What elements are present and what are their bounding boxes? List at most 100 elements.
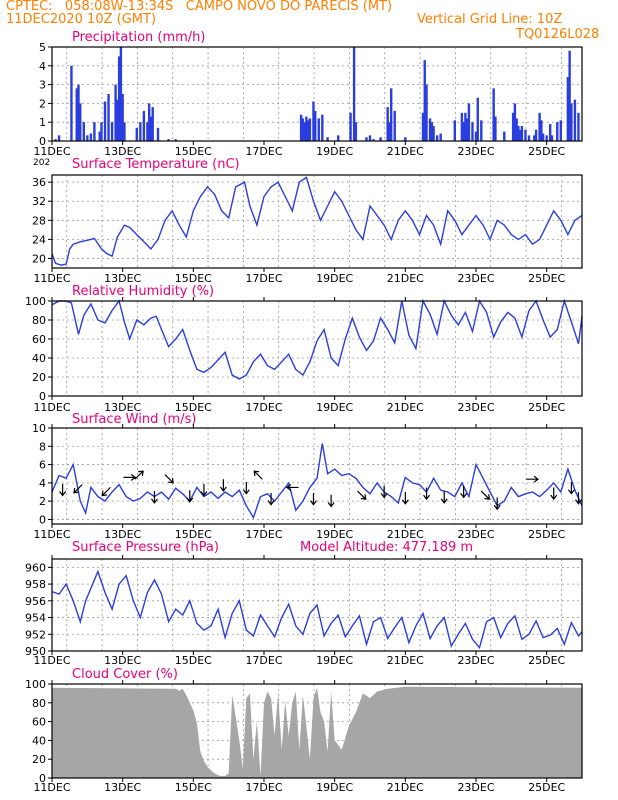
x-tick-label: 15DEC — [175, 272, 212, 285]
precip-bar — [550, 135, 554, 141]
precip-bar — [541, 133, 545, 141]
precip-bar — [100, 122, 103, 141]
precip-bar — [460, 112, 464, 141]
x-tick-label: 17DEC — [245, 401, 282, 414]
y-tick-label: 4 — [39, 60, 46, 73]
precip-bar — [549, 124, 552, 141]
precip-bar — [494, 116, 497, 141]
precip-bar — [527, 135, 531, 141]
series-line — [51, 443, 583, 520]
wind-arrow — [219, 479, 227, 492]
precip-bar — [107, 94, 110, 141]
precip-bar — [103, 101, 107, 141]
wind-arrow — [123, 473, 137, 481]
wind-arrow — [440, 491, 448, 504]
precip-bar — [566, 77, 570, 141]
x-tick-label: 21DEC — [387, 528, 424, 541]
cloud-cover-area — [52, 686, 582, 778]
precip-bar — [393, 110, 396, 141]
precip-bar — [301, 118, 305, 141]
x-tick-label: 21DEC — [387, 145, 424, 158]
panel-6: Cloud Cover (%) 0 20 40 60 80 100 11DEC 13DEC 15D… — [25, 667, 583, 794]
precip-bar — [312, 101, 315, 141]
x-tick-label: 25DEC — [528, 401, 565, 414]
precip-bar — [117, 56, 121, 141]
x-tick-label: 11DEC — [33, 401, 70, 414]
panel-title: Surface Wind (m/s) — [72, 412, 196, 427]
precip-bar — [326, 137, 329, 141]
x-tick-label: 13DEC — [104, 654, 141, 667]
header-location: CPTEC: 058:08W-13:34S CAMPO NOVO DO PARE… — [6, 0, 393, 14]
x-tick-label: 19DEC — [316, 781, 353, 794]
wind-arrow — [460, 485, 468, 499]
precip-bar — [379, 137, 382, 141]
x-tick-label: 11DEC — [33, 654, 70, 667]
x-tick-label: 11DEC — [33, 145, 70, 158]
precip-bar — [540, 120, 543, 141]
precip-bar — [86, 135, 89, 141]
x-tick-label: 19DEC — [316, 401, 353, 414]
x-tick-label: 15DEC — [175, 654, 212, 667]
wind-arrow — [73, 484, 83, 494]
precip-bar — [471, 122, 474, 141]
y-tick-label: 950 — [25, 645, 46, 658]
x-tick-label: 23DEC — [457, 781, 494, 794]
x-tick-label: 19DEC — [316, 528, 353, 541]
precip-bar — [54, 139, 57, 141]
precip-bar — [368, 135, 372, 141]
x-tick-label: 15DEC — [175, 401, 212, 414]
precip-bar — [476, 97, 479, 141]
y-tick-label: 0 — [39, 390, 46, 403]
y-tick-label: 952 — [25, 628, 46, 641]
y-tick-label: 40 — [32, 352, 46, 365]
precip-bar — [123, 122, 126, 141]
precip-bar — [421, 112, 425, 141]
y-tick-label: 28 — [32, 214, 46, 227]
precip-bar — [386, 107, 389, 141]
precip-bar — [167, 139, 170, 141]
panel-title: Surface Temperature (nC) — [72, 157, 240, 172]
precip-bar — [390, 88, 393, 141]
wind-arrow — [186, 490, 194, 503]
precip-bar — [545, 135, 548, 141]
y-tick-label: 0 — [39, 135, 46, 148]
precip-bar — [305, 116, 308, 141]
x-tick-label: 25DEC — [528, 145, 565, 158]
y-tick-label: 20 — [32, 371, 46, 384]
x-tick-label: 21DEC — [387, 654, 424, 667]
x-tick-label: 15DEC — [175, 145, 212, 158]
x-tick-label: 17DEC — [245, 145, 282, 158]
panel-4: Surface Wind (m/s) 0 2 4 6 8 10 11DEC 13DEC 15DEC… — [32, 412, 583, 541]
panel-frame — [51, 427, 583, 525]
y-tick-label: 20 — [32, 753, 46, 766]
precip-bar — [98, 131, 101, 141]
y-tick-label: 24 — [32, 233, 46, 246]
precip-bar — [299, 114, 303, 141]
precip-bar — [423, 60, 426, 141]
wind-arrow — [480, 490, 491, 500]
y-tick-label: 1 — [39, 116, 46, 129]
precip-bar — [349, 112, 352, 141]
x-tick-label: 15DEC — [175, 528, 212, 541]
precip-bar — [503, 131, 506, 141]
precip-bar — [151, 107, 154, 141]
precip-bar — [404, 137, 407, 141]
precip-bar — [119, 47, 123, 141]
x-tick-label: 19DEC — [316, 654, 353, 667]
precip-bar — [77, 84, 80, 141]
y-tick-label: 60 — [32, 333, 46, 346]
header-grid-note: Vertical Grid Line: 10Z — [417, 12, 563, 27]
precip-bar — [425, 84, 428, 141]
x-tick-label: 23DEC — [457, 528, 494, 541]
header-run-time: 11DEC2020 10Z (GMT) — [6, 12, 157, 27]
wind-arrow — [526, 475, 539, 483]
precip-bar — [135, 127, 138, 141]
y-tick-label: 960 — [25, 561, 46, 574]
precip-bar — [513, 103, 517, 141]
precip-bar — [79, 103, 82, 141]
x-tick-label: 25DEC — [528, 528, 565, 541]
wind-arrow — [200, 483, 208, 497]
y-tick-label: 954 — [25, 612, 46, 625]
precip-bar — [372, 139, 375, 141]
